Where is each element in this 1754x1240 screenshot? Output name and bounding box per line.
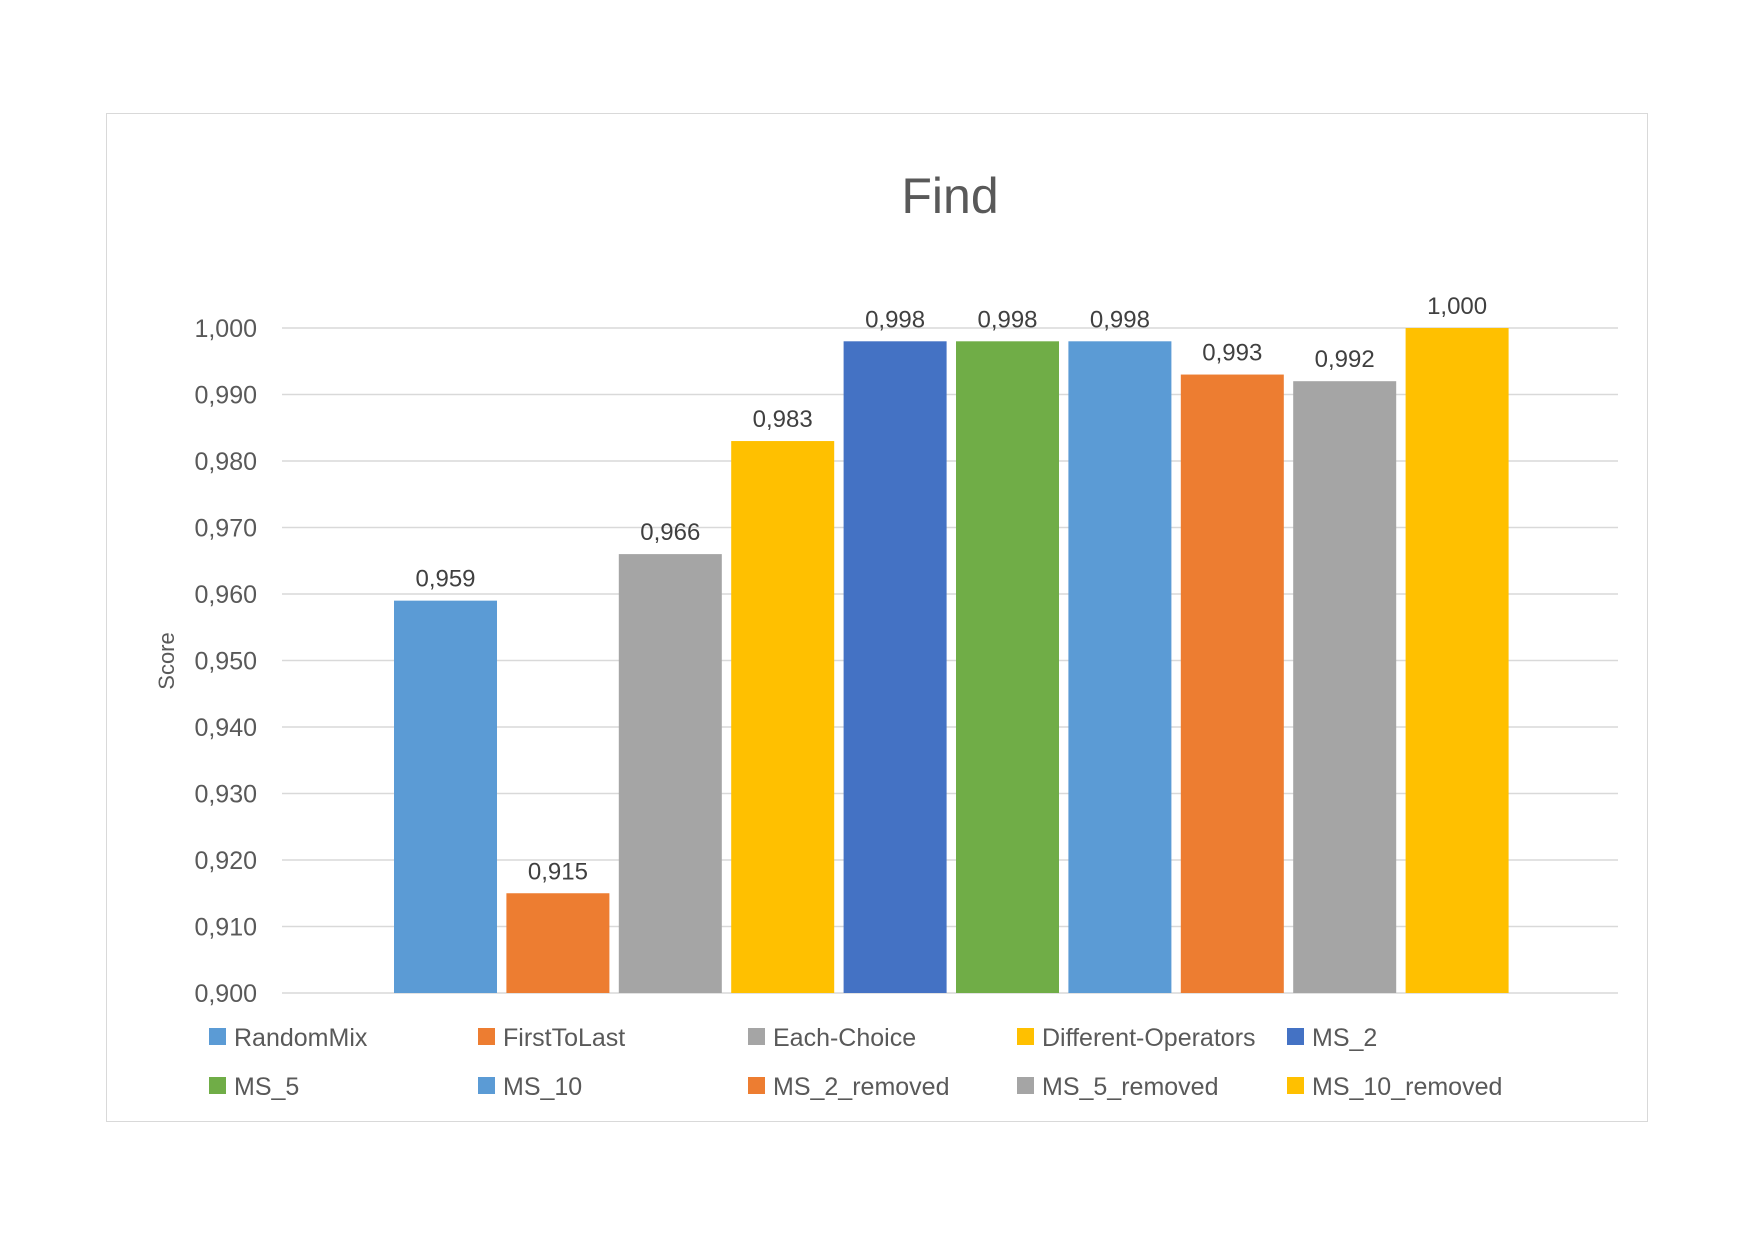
bar-each-choice [618,554,722,993]
legend-item: MS_10 [478,1073,582,1101]
bar-ms-2 [843,341,947,993]
data-label: 0,959 [415,566,475,593]
legend-swatch [748,1028,765,1045]
data-labels: 0,959 0,915 0,966 0,983 0,998 0,998 0,998 0,993… [415,293,1487,885]
legend-swatch [209,1077,226,1094]
legend-swatch [1287,1077,1304,1094]
y-tick-label: 0,940 [194,714,257,742]
legend-swatch [478,1077,495,1094]
y-tick-label: 0,960 [194,581,257,609]
legend-item: MS_5_removed [1017,1073,1218,1101]
legend-label: MS_5_removed [1042,1073,1218,1101]
legend-item: FirstToLast [478,1024,625,1052]
legend-label: MS_10 [503,1073,582,1101]
legend-swatch [478,1028,495,1045]
legend-label: Different-Operators [1042,1024,1256,1052]
y-tick-label: 0,950 [194,648,257,676]
y-tick-label: 0,920 [194,847,257,875]
data-label: 1,000 [1427,293,1487,320]
data-label: 0,966 [640,519,700,546]
data-label: 0,992 [1315,346,1375,373]
legend-swatch [1017,1028,1034,1045]
legend-swatch [748,1077,765,1094]
data-label: 0,998 [865,306,925,333]
legend-item: MS_10_removed [1287,1073,1502,1101]
legend-label: MS_2_removed [773,1073,949,1101]
legend-label: MS_10_removed [1312,1073,1502,1101]
data-label: 0,993 [1202,340,1262,367]
legend-swatch [1287,1028,1304,1045]
bar-ms-5 [956,341,1059,993]
legend-label: FirstToLast [503,1024,625,1052]
legend-label: Each-Choice [773,1024,916,1052]
y-axis-label: Score [154,632,179,689]
data-label: 0,983 [753,406,813,433]
legend-label: RandomMix [234,1024,368,1052]
bar-ms-10 [1068,341,1172,993]
y-tick-label: 0,910 [194,914,257,942]
legend-swatch [209,1028,226,1045]
legend-item: RandomMix [209,1024,368,1052]
legend-label: MS_2 [1312,1024,1377,1052]
legend-item: MS_5 [209,1073,299,1101]
y-tick-label: 0,990 [194,382,257,410]
data-label: 0,998 [1090,306,1150,333]
y-tick-label: 0,900 [194,980,257,1008]
y-tick-label: 0,930 [194,781,257,809]
legend-swatch [1017,1077,1034,1094]
legend-item: MS_2 [1287,1024,1377,1052]
legend-item: MS_2_removed [748,1073,949,1101]
bar-ms-5-removed [1293,381,1397,993]
bar-ms-2-removed [1180,374,1284,993]
legend: RandomMix FirstToLast Each-Choice Different… [209,1024,1502,1101]
legend-item: Each-Choice [748,1024,916,1052]
bar-different-operators [731,441,835,993]
y-axis-ticks: 0,900 0,910 0,920 0,930 0,940 0,950 0,960 0,970… [194,315,257,1008]
data-label: 0,915 [528,858,588,885]
bar-firsttolast [506,893,610,993]
bars [394,328,1509,993]
y-tick-label: 0,970 [194,515,257,543]
chart-title: Find [901,168,998,224]
bar-randommix [394,600,497,993]
y-tick-label: 1,000 [194,315,257,343]
legend-label: MS_5 [234,1073,299,1101]
bar-ms-10-removed [1405,328,1509,993]
y-tick-label: 0,980 [194,448,257,476]
legend-item: Different-Operators [1017,1024,1256,1052]
data-label: 0,998 [977,306,1037,333]
